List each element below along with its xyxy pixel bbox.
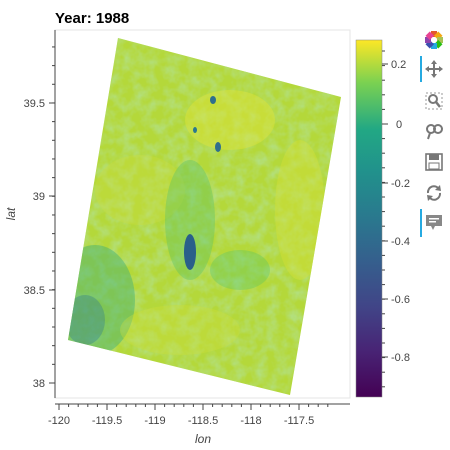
colorbar: 0.2 0 -0.2 -0.4 -0.6 -0.8 xyxy=(355,39,410,398)
x-axis: -120 -119.5 -119 -118.5 -118 -117.5 lon xyxy=(48,403,350,446)
hover-icon[interactable] xyxy=(424,212,444,232)
raster-image xyxy=(68,38,341,395)
x-tick-label: -117.5 xyxy=(284,415,314,427)
x-tick-label: -119 xyxy=(144,415,165,427)
y-axis: 39.5 39 38.5 38 lat xyxy=(4,30,56,398)
colorbar-tick-label: -0.6 xyxy=(391,294,410,306)
colorbar-tick-label: -0.4 xyxy=(391,236,410,248)
box-zoom-icon[interactable] xyxy=(424,91,444,111)
toolbar xyxy=(420,28,448,248)
x-tick-label: -118 xyxy=(240,415,261,427)
colorbar-tick-label: -0.8 xyxy=(391,352,410,364)
pan-active-indicator xyxy=(420,56,422,82)
y-tick-label: 39 xyxy=(33,191,45,203)
save-icon[interactable] xyxy=(424,152,444,172)
reset-icon[interactable] xyxy=(424,183,444,203)
x-tick-label: -119.5 xyxy=(92,415,122,427)
colorbar-tick-label: 0 xyxy=(396,119,402,131)
bokeh-logo-icon[interactable] xyxy=(424,30,444,50)
colorbar-tick-label: -0.2 xyxy=(391,178,410,190)
y-tick-label: 38.5 xyxy=(24,285,45,297)
plot-title: Year: 1988 xyxy=(55,10,129,27)
x-tick-label: -120 xyxy=(48,415,70,427)
x-tick-label: -118.5 xyxy=(188,415,218,427)
wheel-zoom-icon[interactable] xyxy=(424,121,444,141)
hover-active-indicator xyxy=(420,209,422,237)
x-axis-label: lon xyxy=(195,432,211,446)
y-tick-label: 39.5 xyxy=(24,98,45,110)
y-tick-label: 38 xyxy=(33,378,45,390)
lake-feature xyxy=(184,234,196,270)
colorbar-gradient xyxy=(355,39,383,398)
colorbar-tick-label: 0.2 xyxy=(391,59,406,71)
pan-icon[interactable] xyxy=(424,59,444,79)
y-axis-label: lat xyxy=(4,207,18,220)
